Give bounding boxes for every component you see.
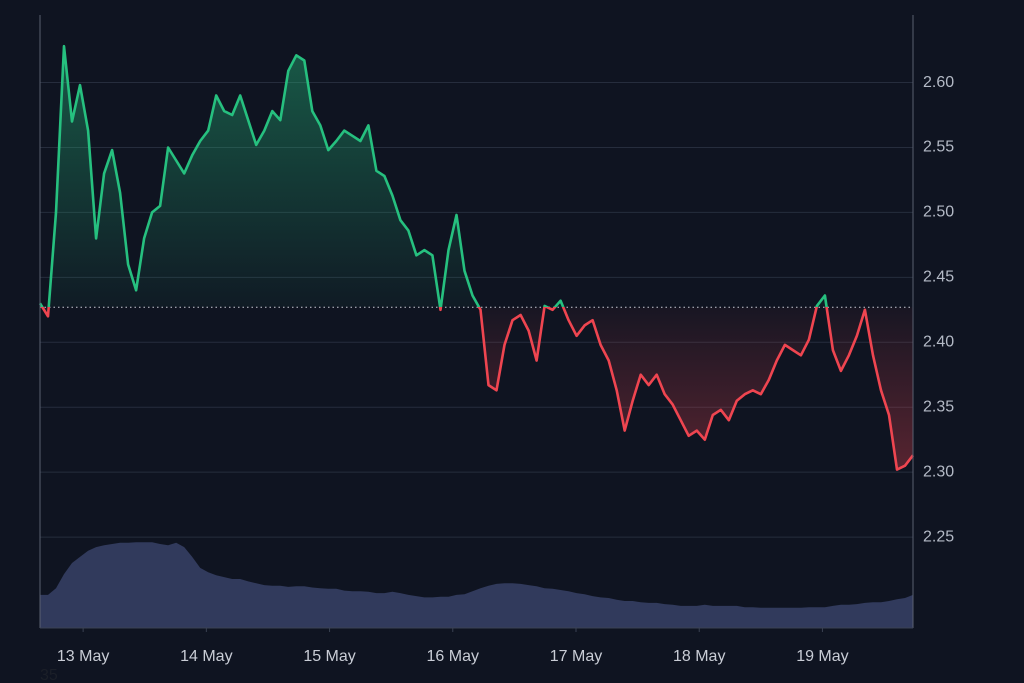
y-tick-label: 2.35	[923, 398, 954, 415]
y-tick-label: 2.25	[923, 528, 954, 545]
x-tick-label: 18 May	[673, 648, 725, 665]
y-tick-label: 2.55	[923, 139, 954, 156]
x-tick-label: 13 May	[57, 648, 109, 665]
y-tick-label: 2.50	[923, 204, 954, 221]
x-tick-label: 15 May	[303, 648, 355, 665]
y-tick-label: 2.60	[923, 74, 954, 91]
x-tick-label: 17 May	[550, 648, 602, 665]
y-tick-label: 2.40	[923, 333, 954, 350]
annotation: 35	[40, 667, 58, 683]
price-line	[38, 44, 915, 471]
x-tick-label: 14 May	[180, 648, 232, 665]
price-area	[40, 46, 913, 470]
x-tick-label: 19 May	[796, 648, 848, 665]
y-tick-label: 2.30	[923, 463, 954, 480]
x-tick-label: 16 May	[427, 648, 479, 665]
volume-area	[40, 542, 913, 628]
y-tick-label: 2.45	[923, 269, 954, 286]
